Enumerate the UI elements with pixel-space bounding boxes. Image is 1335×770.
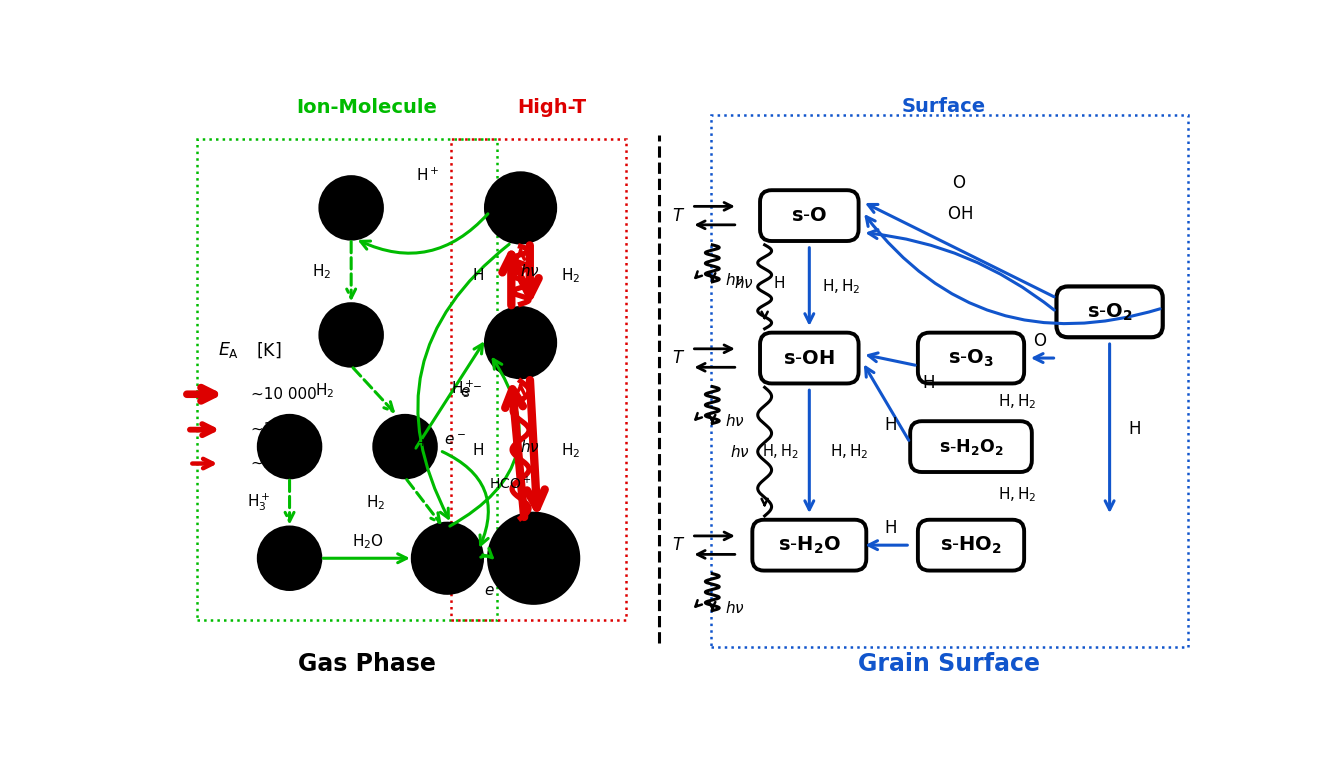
Text: $\mathsf{OH}$: $\mathsf{OH}$ — [503, 333, 538, 353]
FancyBboxPatch shape — [1056, 286, 1163, 337]
Text: $h\nu$: $h\nu$ — [730, 444, 750, 460]
Text: $\mathsf{H_2O}$: $\mathsf{H_2O}$ — [511, 547, 557, 570]
Text: ~10 000: ~10 000 — [251, 387, 316, 402]
FancyBboxPatch shape — [760, 190, 858, 241]
Text: $\mathsf{O}$: $\mathsf{O}$ — [952, 174, 967, 192]
Circle shape — [259, 416, 320, 477]
Text: $\mathsf{H_3^+}$: $\mathsf{H_3^+}$ — [247, 491, 271, 514]
Text: $T$: $T$ — [672, 206, 685, 225]
Text: $\mathsf{H}$: $\mathsf{H}$ — [773, 275, 785, 291]
Circle shape — [486, 173, 555, 243]
Text: $\mathsf{H^+}$: $\mathsf{H^+}$ — [417, 167, 441, 184]
Circle shape — [259, 527, 320, 589]
Text: Surface: Surface — [902, 97, 987, 115]
Text: $T$: $T$ — [672, 536, 685, 554]
Text: $\mathsf{OH}$: $\mathsf{OH}$ — [947, 205, 972, 223]
FancyBboxPatch shape — [760, 333, 858, 383]
Text: $\mathsf{H_2}$: $\mathsf{H_2}$ — [561, 266, 581, 285]
Text: $\mathbf{s\text{-}HO_2}$: $\mathbf{s\text{-}HO_2}$ — [940, 534, 1003, 556]
Text: $\mathsf{H_2}$: $\mathsf{H_2}$ — [561, 441, 581, 460]
Text: $\mathsf{H, H_2}$: $\mathsf{H, H_2}$ — [830, 442, 869, 461]
Text: $\mathsf{H_2}$: $\mathsf{H_2}$ — [312, 262, 331, 281]
Text: $\mathsf{H}$: $\mathsf{H}$ — [922, 373, 934, 392]
Text: $\mathrm{[K]}$: $\mathrm{[K]}$ — [256, 340, 282, 360]
Circle shape — [320, 177, 382, 239]
Text: Gas Phase: Gas Phase — [298, 651, 435, 676]
Text: $\mathsf{OH^+}$: $\mathsf{OH^+}$ — [330, 325, 372, 345]
Text: $\mathsf{O}$: $\mathsf{O}$ — [1033, 332, 1048, 350]
Text: $\mathsf{H_2O}$: $\mathsf{H_2O}$ — [352, 532, 384, 551]
Text: Ion-Molecule: Ion-Molecule — [296, 99, 437, 117]
FancyBboxPatch shape — [918, 520, 1024, 571]
Text: $\mathbf{s\text{-}O}$: $\mathbf{s\text{-}O}$ — [792, 206, 828, 225]
Text: $\mathsf{HCO^+}$: $\mathsf{HCO^+}$ — [266, 550, 314, 567]
Circle shape — [489, 514, 578, 603]
Text: $\mathbf{s\text{-}O_3}$: $\mathbf{s\text{-}O_3}$ — [948, 347, 995, 369]
Text: $\mathsf{H_3^+}$: $\mathsf{H_3^+}$ — [451, 378, 474, 400]
Text: $\mathsf{H_2}$: $\mathsf{H_2}$ — [366, 493, 386, 512]
Text: $\mathsf{O}$: $\mathsf{O}$ — [511, 196, 530, 220]
Text: $\mathsf{H, H_2}$: $\mathsf{H, H_2}$ — [999, 393, 1036, 411]
Text: ~2 000: ~2 000 — [251, 456, 307, 471]
Text: $\mathbf{s\text{-}O_2}$: $\mathbf{s\text{-}O_2}$ — [1087, 301, 1132, 323]
Text: Grain Surface: Grain Surface — [858, 651, 1040, 676]
FancyBboxPatch shape — [753, 520, 866, 571]
Text: $h\nu$: $h\nu$ — [519, 263, 539, 280]
Text: $\mathsf{CO}$: $\mathsf{CO}$ — [274, 437, 306, 457]
Text: $\mathsf{H}$: $\mathsf{H}$ — [473, 267, 485, 283]
Text: $\mathsf{H_2}$: $\mathsf{H_2}$ — [315, 381, 334, 400]
Text: $\mathsf{H_3O^+}$: $\mathsf{H_3O^+}$ — [423, 547, 471, 569]
Text: $e^-$: $e^-$ — [445, 433, 466, 448]
Circle shape — [374, 416, 435, 477]
Circle shape — [320, 304, 382, 366]
Text: $\mathbf{s\text{-}OH}$: $\mathbf{s\text{-}OH}$ — [784, 349, 836, 367]
Text: $e^-$: $e^-$ — [485, 584, 506, 599]
Text: $\mathsf{H}$: $\mathsf{H}$ — [473, 443, 485, 458]
Text: $\mathsf{HCO^+}$: $\mathsf{HCO^+}$ — [490, 475, 531, 492]
Text: $\mathsf{H}$: $\mathsf{H}$ — [884, 519, 897, 537]
FancyBboxPatch shape — [910, 421, 1032, 472]
Text: $\mathbf{s\text{-}H_2O_2}$: $\mathbf{s\text{-}H_2O_2}$ — [939, 437, 1004, 457]
Text: $\mathsf{H_2O^+}$: $\mathsf{H_2O^+}$ — [383, 437, 427, 457]
Text: $h\nu$: $h\nu$ — [725, 272, 745, 287]
Text: $\mathbf{s\text{-}H_2O}$: $\mathbf{s\text{-}H_2O}$ — [778, 534, 841, 556]
Text: $\mathsf{H, H_2}$: $\mathsf{H, H_2}$ — [761, 442, 798, 461]
Text: $\mathsf{H, H_2}$: $\mathsf{H, H_2}$ — [999, 485, 1036, 504]
Text: $\mathsf{H}$: $\mathsf{H}$ — [1128, 420, 1140, 437]
Text: $h\nu$: $h\nu$ — [725, 413, 745, 429]
Text: $e^-$: $e^-$ — [459, 385, 482, 400]
FancyBboxPatch shape — [918, 333, 1024, 383]
Text: High-T: High-T — [517, 99, 586, 117]
Circle shape — [413, 524, 482, 593]
Text: $\mathsf{H}$: $\mathsf{H}$ — [884, 416, 897, 434]
Text: $E_\mathrm{A}$: $E_\mathrm{A}$ — [218, 340, 239, 360]
Text: $\mathsf{H, H_2}$: $\mathsf{H, H_2}$ — [822, 277, 861, 296]
Text: $h\nu$: $h\nu$ — [734, 275, 754, 291]
Text: $\mathsf{O^+}$: $\mathsf{O^+}$ — [335, 196, 367, 219]
Circle shape — [486, 308, 555, 377]
Text: $h\nu$: $h\nu$ — [725, 601, 745, 616]
Text: $h\nu$: $h\nu$ — [519, 439, 539, 454]
Text: ~3 000: ~3 000 — [251, 422, 307, 437]
Text: $T$: $T$ — [672, 349, 685, 367]
